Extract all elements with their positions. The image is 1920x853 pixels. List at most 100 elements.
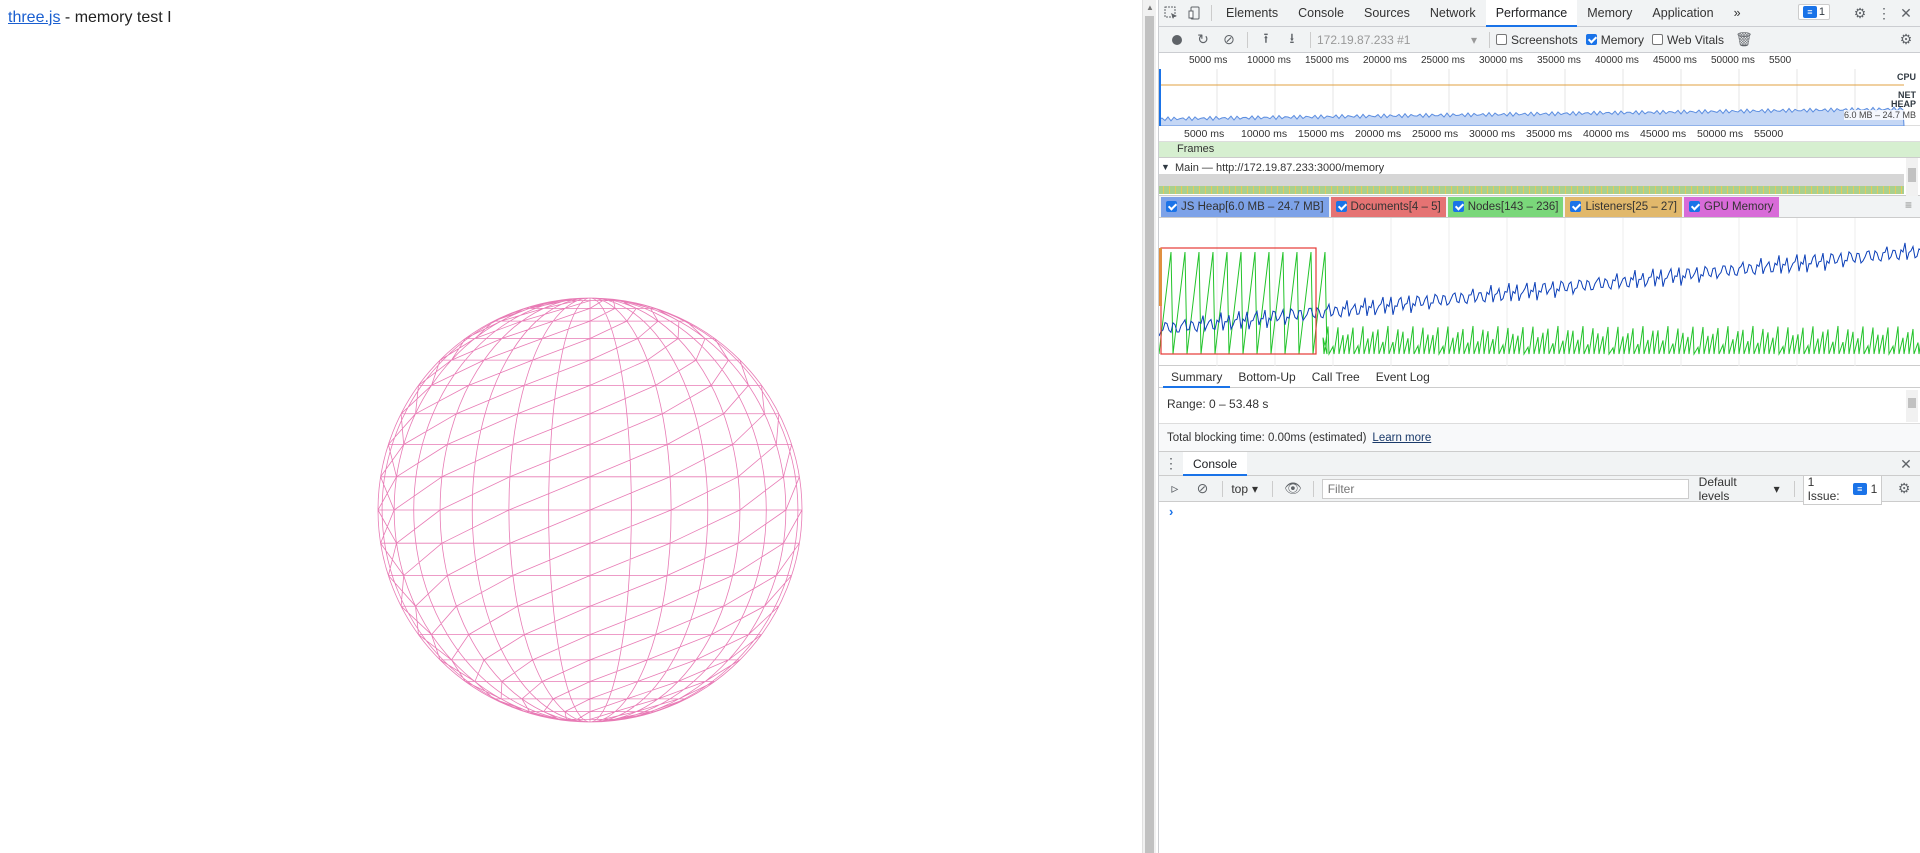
counter-checkbox[interactable] (1688, 201, 1700, 212)
ruler-tick: 35000 ms (1526, 128, 1573, 140)
record-button[interactable] (1165, 28, 1189, 52)
web-vitals-toggle[interactable]: Web Vitals (1652, 33, 1724, 47)
console-output[interactable]: › (1159, 502, 1920, 702)
counter-toggle[interactable]: JS Heap[6.0 MB – 24.7 MB] (1161, 196, 1329, 217)
console-prompt[interactable]: › (1169, 504, 1174, 519)
overview-graphs (1159, 69, 1905, 126)
context-select[interactable]: top ▾ (1231, 482, 1258, 496)
ruler-tick: 30000 ms (1469, 128, 1516, 140)
capture-settings-icon[interactable]: ⚙ (1899, 31, 1913, 47)
tab-console[interactable]: Console (1298, 5, 1344, 20)
threejs-link[interactable]: three.js (8, 9, 61, 26)
drawer-menu-icon[interactable]: ⋮ (1164, 455, 1178, 471)
memory-toggle[interactable]: Memory (1585, 32, 1645, 47)
tab-elements[interactable]: Elements (1226, 5, 1279, 20)
counter-toggles: JS Heap[6.0 MB – 24.7 MB] Documents[4 – 5… (1161, 196, 1781, 217)
ruler-tick: 25000 ms (1412, 128, 1459, 140)
ruler-tick: 35000 ms (1537, 55, 1581, 66)
chevron-down-icon: ▾ (1252, 481, 1259, 496)
devtools-splitter[interactable]: ▲ (1142, 0, 1156, 853)
chevron-down-icon: ▾ (1773, 481, 1780, 496)
details-tab-summary[interactable]: Summary (1163, 366, 1231, 388)
learn-more-link[interactable]: Learn more (1372, 432, 1432, 444)
tab-network[interactable]: Network (1429, 5, 1476, 20)
blocking-time-text: Total blocking time: 0.00ms (estimated) (1167, 432, 1367, 444)
tab-sources[interactable]: Sources (1363, 5, 1410, 20)
toolbar-separator (1489, 31, 1490, 48)
frames-track[interactable]: Frames (1159, 142, 1920, 158)
console-issues-button[interactable]: 1 Issue: ≡ 1 (1802, 472, 1883, 505)
log-levels-select[interactable]: Default levels ▾ (1699, 475, 1780, 503)
details-tab-event-log[interactable]: Event Log (1375, 369, 1430, 384)
memory-counter-graph[interactable] (1159, 218, 1920, 366)
console-issues-count: 1 (1870, 481, 1878, 496)
reload-record-icon[interactable]: ↻ (1197, 31, 1209, 47)
device-toolbar-icon[interactable] (1183, 1, 1207, 25)
chevron-down-icon: ▾ (1470, 32, 1477, 47)
garbage-collect-icon[interactable]: 🗑 (1735, 31, 1753, 47)
summary-scrollbar[interactable] (1906, 390, 1918, 422)
target-select-value: 172.19.87.233 #1 (1317, 32, 1411, 47)
screenshots-toggle[interactable]: Screenshots (1496, 33, 1578, 47)
scrollbar-thumb[interactable] (1145, 16, 1154, 853)
drawer-header: ⋮ Console ✕ (1159, 451, 1920, 476)
log-levels-value: Default levels (1698, 474, 1737, 503)
details-tab-bottom-up[interactable]: Bottom-Up (1238, 369, 1296, 384)
inspect-element-icon[interactable] (1159, 1, 1183, 25)
flame-scrollbar[interactable] (1906, 158, 1918, 196)
console-sidebar-icon[interactable]: ▹ (1171, 480, 1179, 496)
save-profile-icon[interactable]: ⭳ (1289, 29, 1295, 46)
counter-checkbox[interactable] (1335, 201, 1347, 212)
timeline-overview[interactable]: 5000 ms 10000 ms 15000 ms 20000 ms 25000 ms 3… (1159, 53, 1920, 126)
expand-triangle-icon[interactable]: ▼ (1161, 162, 1170, 172)
ruler-tick: 55000 (1754, 128, 1784, 140)
web-vitals-checkbox[interactable] (1652, 34, 1664, 45)
issues-counter[interactable]: ≡ 1 (1797, 4, 1830, 20)
console-settings-icon[interactable]: ⚙ (1897, 480, 1911, 496)
load-profile-icon[interactable]: ⭱ (1263, 29, 1269, 46)
blocking-time-footer: Total blocking time: 0.00ms (estimated) L… (1159, 424, 1920, 452)
screenshots-checkbox[interactable] (1496, 34, 1507, 45)
details-tab-call-tree[interactable]: Call Tree (1311, 369, 1360, 384)
target-select[interactable]: 172.19.87.233 #1 ▾ (1317, 33, 1477, 47)
drag-handle-icon[interactable]: ≡ (1904, 198, 1912, 212)
ruler-tick: 50000 ms (1697, 128, 1744, 140)
net-label: NET (1898, 90, 1916, 100)
performance-toolbar: ↻ ⊘ ⭱ ⭳ 172.19.87.233 #1 ▾ Screenshots Me… (1159, 27, 1920, 53)
settings-gear-icon[interactable]: ⚙ (1853, 4, 1867, 21)
live-expression-eye-icon[interactable]: 👁 (1283, 480, 1302, 496)
overview-ruler: 5000 ms 10000 ms 15000 ms 20000 ms 25000 ms 3… (1159, 53, 1920, 69)
more-tabs-button[interactable]: » (1733, 5, 1741, 20)
counter-checkbox[interactable] (1570, 201, 1582, 212)
tab-application[interactable]: Application (1652, 5, 1714, 20)
console-filter-input[interactable] (1321, 478, 1689, 499)
screenshots-label: Screenshots (1511, 32, 1578, 47)
main-thread-track[interactable]: ▼ Main — http://172.19.87.233:3000/memor… (1159, 158, 1920, 196)
web-vitals-label: Web Vitals (1667, 32, 1724, 47)
tabbar-separator (1211, 5, 1212, 21)
counter-toggle[interactable]: Listeners[25 – 27] (1565, 196, 1682, 217)
memory-label: Memory (1600, 32, 1645, 47)
scroll-up-icon[interactable]: ▲ (1146, 3, 1154, 12)
clear-icon[interactable]: ⊘ (1223, 31, 1235, 47)
ruler-tick: 45000 ms (1640, 128, 1687, 140)
kebab-menu-icon[interactable]: ⋮ (1877, 4, 1891, 21)
tab-memory[interactable]: Memory (1587, 5, 1633, 20)
ruler-tick: 15000 ms (1298, 128, 1345, 140)
memory-counters-legend: JS Heap[6.0 MB – 24.7 MB] Documents[4 – 5… (1159, 196, 1920, 218)
counter-toggle[interactable]: Nodes[143 – 236] (1447, 196, 1564, 217)
web-page: three.js - memory test I (8, 9, 803, 723)
close-drawer-icon[interactable]: ✕ (1900, 455, 1912, 472)
clear-console-icon[interactable]: ⊘ (1196, 480, 1209, 496)
issues-icon: ≡ (1852, 482, 1867, 495)
close-devtools-icon[interactable]: ✕ (1900, 4, 1912, 21)
counter-toggle[interactable]: Documents[4 – 5] (1330, 196, 1446, 217)
heap-label: HEAP (1890, 99, 1916, 109)
counter-checkbox[interactable] (1166, 201, 1177, 212)
counter-toggle[interactable]: GPU Memory (1683, 196, 1779, 217)
memory-checkbox[interactable] (1585, 34, 1597, 45)
tab-performance[interactable]: Performance (1485, 0, 1578, 27)
drawer-tab-console[interactable]: Console (1183, 451, 1248, 476)
counter-checkbox[interactable] (1452, 201, 1464, 212)
ruler-tick: 10000 ms (1241, 128, 1288, 140)
